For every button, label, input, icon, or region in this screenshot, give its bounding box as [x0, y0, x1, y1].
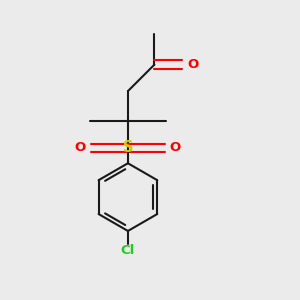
Text: Cl: Cl [121, 244, 135, 256]
Text: O: O [75, 141, 86, 154]
Text: S: S [123, 140, 133, 155]
Text: O: O [188, 58, 199, 71]
Text: O: O [170, 141, 181, 154]
